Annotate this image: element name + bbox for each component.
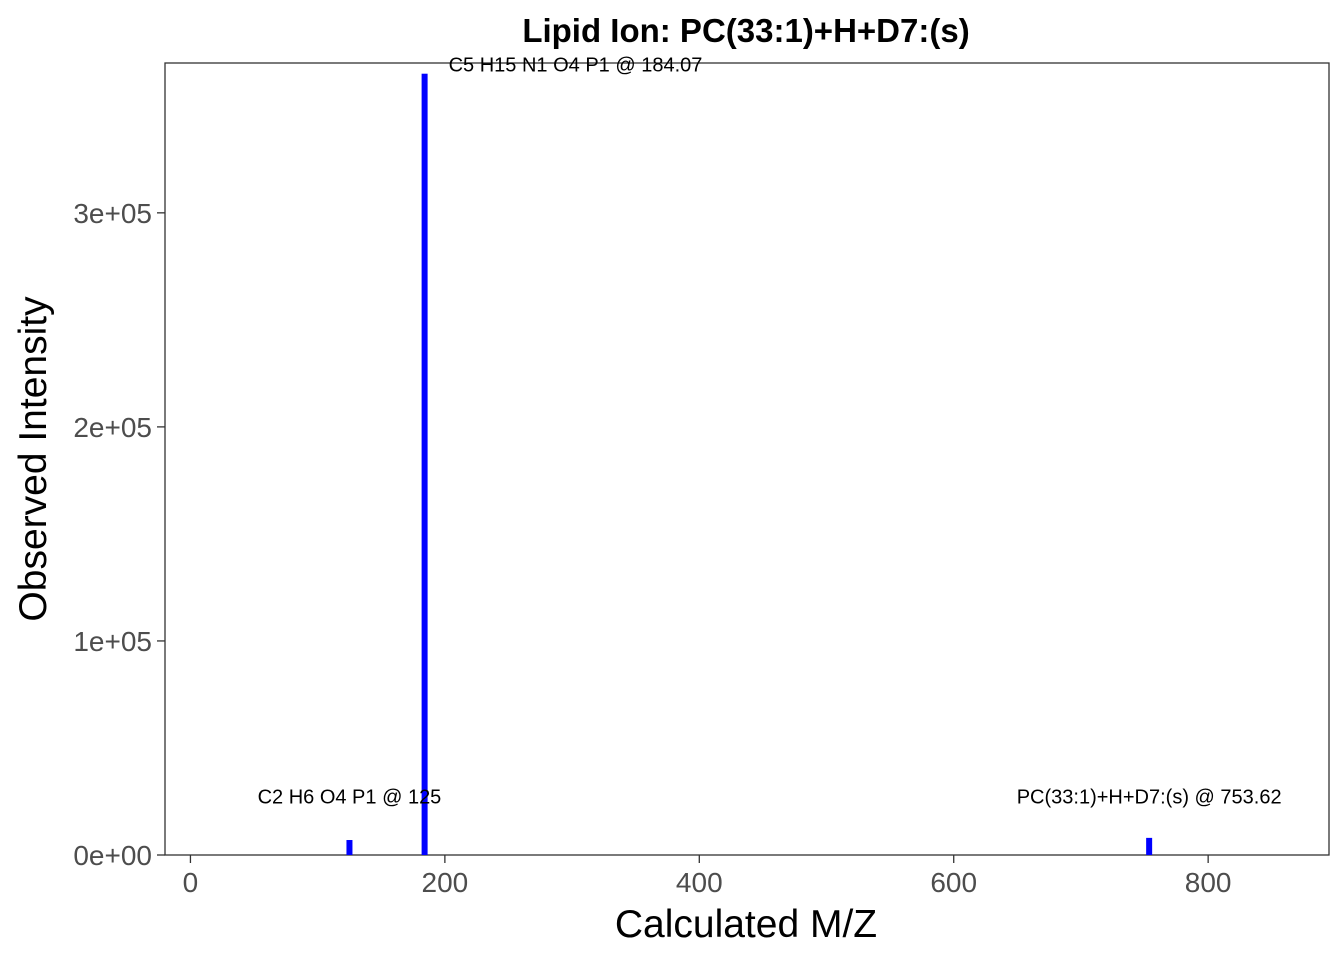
spectrum-peaks: [346, 73, 1153, 856]
peak-label: C5 H15 N1 O4 P1 @ 184.07: [449, 55, 703, 77]
x-tick-label: 0: [183, 867, 199, 898]
peak-annotations: C2 H6 O4 P1 @ 125 C5 H15 N1 O4 P1 @ 184.0…: [258, 55, 1282, 809]
x-tick-label: 600: [930, 867, 977, 898]
y-tick-label: 0e+00: [73, 840, 152, 871]
x-tick-label: 200: [422, 867, 469, 898]
y-axis: 0e+00 1e+05 2e+05 3e+05: [73, 198, 165, 871]
peak-bar: [1146, 837, 1153, 855]
x-axis: 0 200 400 600 800: [183, 855, 1232, 898]
peak-label: PC(33:1)+H+D7:(s) @ 753.62: [1017, 787, 1282, 809]
chart-title: Lipid Ion: PC(33:1)+H+D7:(s): [522, 12, 969, 49]
y-tick-label: 2e+05: [73, 412, 152, 443]
x-axis-title: Calculated M/Z: [615, 903, 877, 946]
peak-label: C2 H6 O4 P1 @ 125: [258, 787, 442, 809]
x-tick-label: 400: [676, 867, 723, 898]
peak-bar: [421, 73, 428, 856]
y-axis-title: Observed Intensity: [12, 296, 55, 622]
x-tick-label: 800: [1185, 867, 1232, 898]
peak-bar: [346, 840, 353, 855]
y-tick-label: 3e+05: [73, 198, 152, 229]
plot-panel: [164, 62, 1330, 856]
y-tick-label: 1e+05: [73, 626, 152, 657]
